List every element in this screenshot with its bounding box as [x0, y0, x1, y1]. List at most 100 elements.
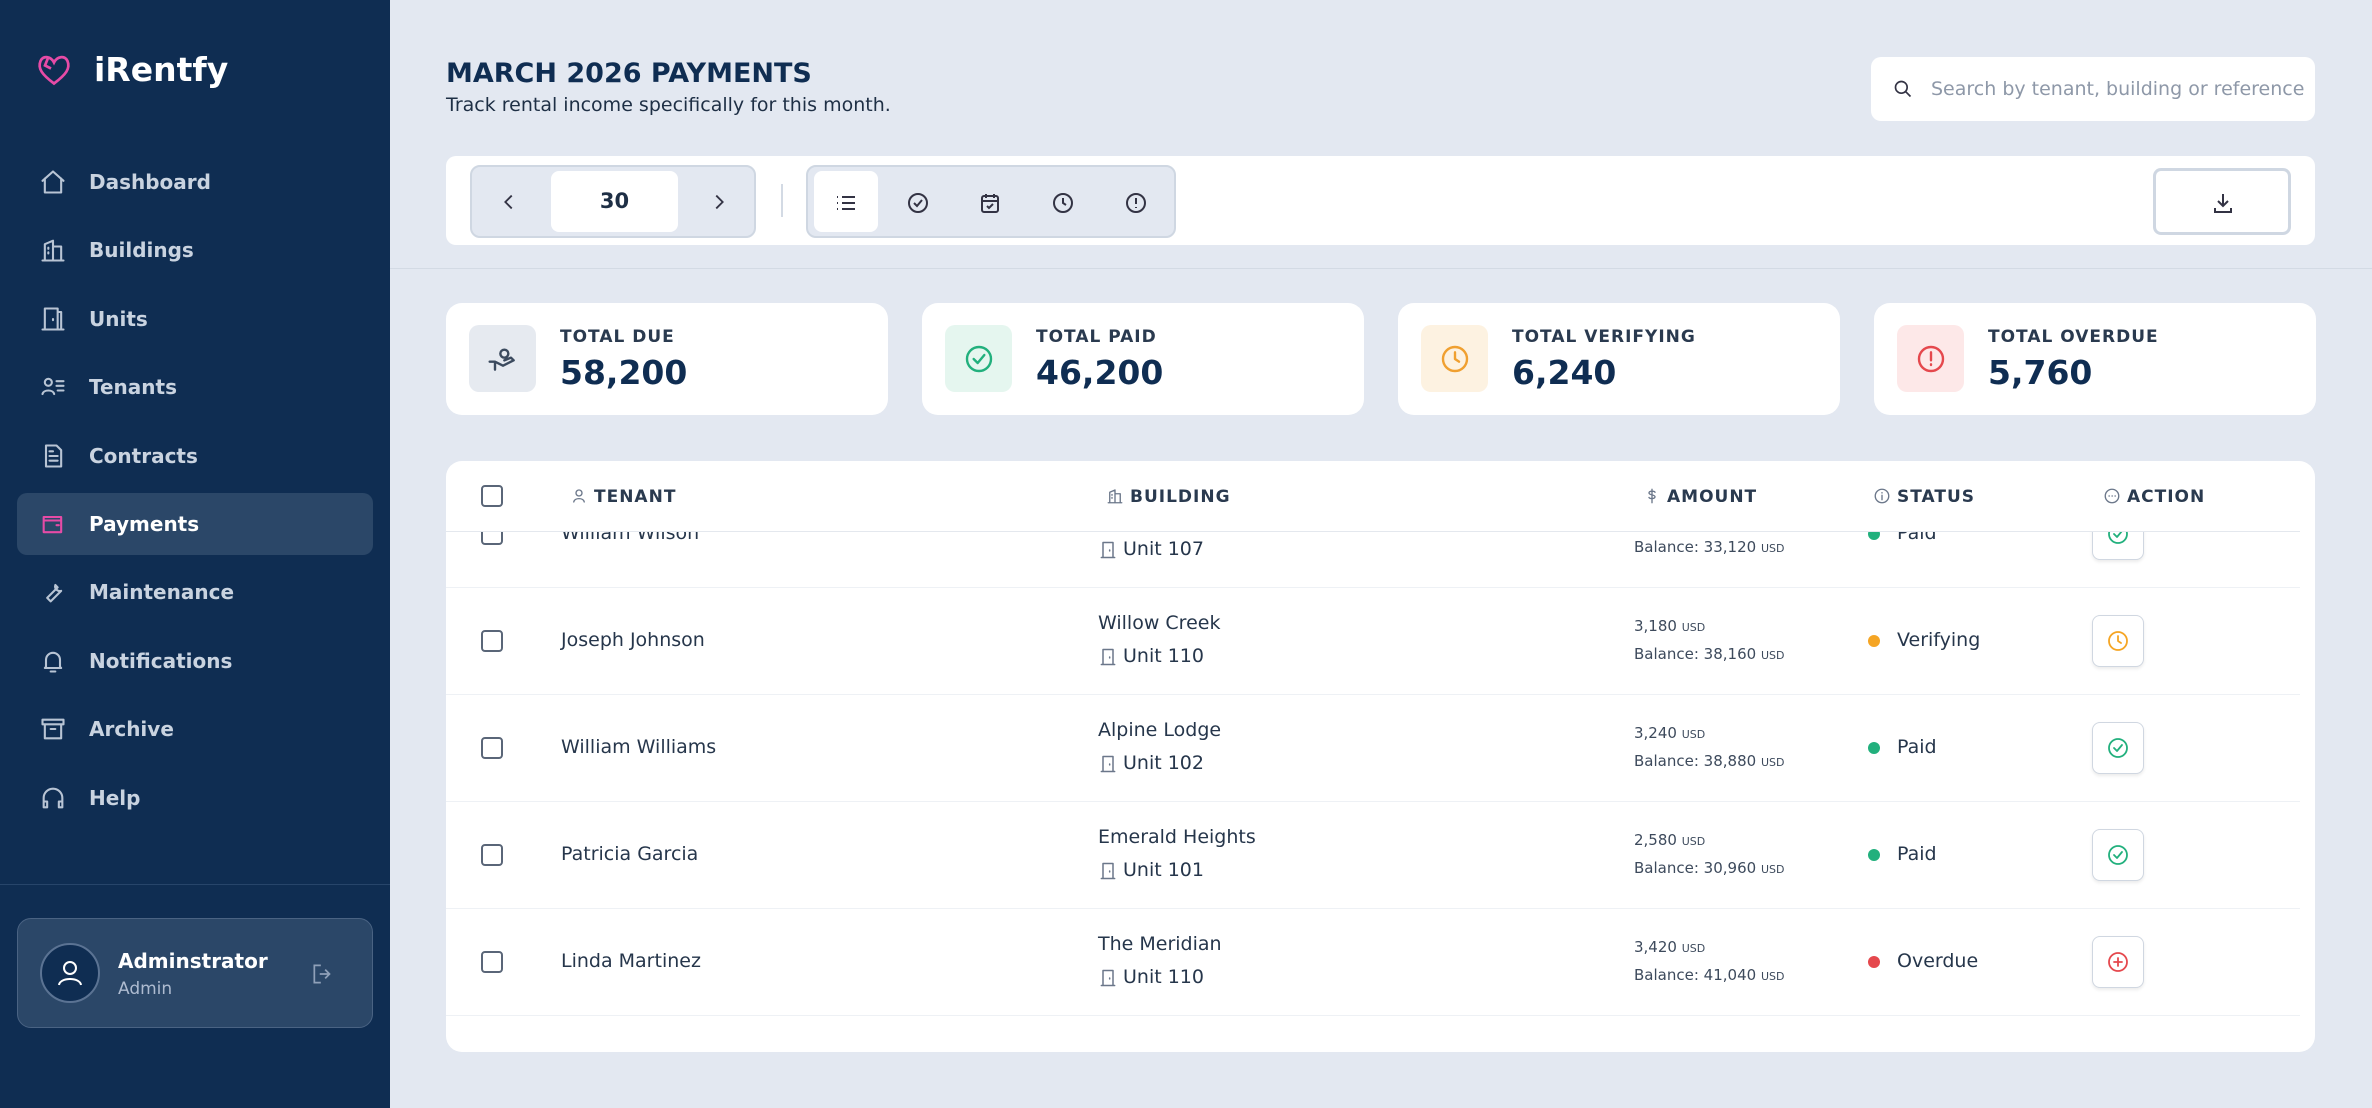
amount-value: 3,180	[1634, 617, 1677, 635]
status-dot	[1868, 635, 1880, 647]
page-size[interactable]: 30	[551, 171, 678, 232]
amount-value: 2,580	[1634, 831, 1677, 849]
action-button[interactable]	[2092, 532, 2144, 560]
stat-value: 58,200	[560, 353, 688, 392]
row-line	[446, 801, 2300, 802]
nav-item[interactable]: Notifications	[17, 630, 373, 692]
balance: Balance: 41,040 USD	[1634, 966, 1784, 984]
stat-label: TOTAL DUE	[560, 327, 675, 347]
nav-label: Help	[89, 785, 141, 810]
action-icon	[2108, 738, 2128, 758]
balance-label: Balance:	[1634, 752, 1699, 770]
column-header: STATUS	[1897, 487, 1976, 507]
unit-icon	[1098, 647, 1118, 671]
filter-scheduled[interactable]	[978, 191, 1002, 215]
logo-icon	[38, 55, 70, 86]
nav-label: Dashboard	[89, 170, 211, 194]
amount: 3,240 USD	[1634, 724, 1705, 742]
nav-item[interactable]: Units	[17, 288, 373, 350]
status-dot	[1868, 956, 1880, 968]
nav-label: Payments	[89, 512, 200, 536]
balance: Balance: 30,960 USD	[1634, 859, 1784, 877]
nav-label: Tenants	[89, 375, 177, 400]
nav-item[interactable]: Tenants	[17, 356, 373, 418]
search-icon	[1894, 80, 1912, 98]
building-name: Alpine Lodge	[1098, 719, 1222, 741]
column-icon	[1873, 487, 1891, 509]
status-dot	[1868, 532, 1880, 540]
unit: Unit 110	[1123, 645, 1204, 667]
select-all[interactable]	[481, 485, 503, 507]
action-button[interactable]	[2092, 936, 2144, 988]
row-checkbox[interactable]	[481, 844, 503, 866]
filter-all[interactable]	[834, 191, 858, 215]
table-row: Patricia Garcia Emerald Heights Unit 101 2,…	[446, 802, 2315, 909]
nav-icon	[46, 584, 63, 603]
user-role: Admin	[118, 979, 173, 999]
nav-item[interactable]: Dashboard	[17, 151, 373, 213]
stat-value: 6,240	[1512, 353, 1617, 392]
balance-value: 33,120	[1703, 538, 1757, 556]
toolbar: 30	[446, 156, 2315, 245]
nav-item[interactable]: Help	[17, 767, 373, 829]
sidebar: iRentfy Dashboard Buildings Units Tenants Co…	[0, 0, 390, 1108]
unit-icon-glyph	[1100, 648, 1116, 666]
prev-button[interactable]	[498, 191, 520, 213]
stat-icon	[1421, 325, 1488, 392]
header-line	[446, 531, 2300, 532]
row-checkbox[interactable]	[481, 630, 503, 652]
balance: Balance: 38,880 USD	[1634, 752, 1784, 770]
balance: Balance: 38,160 USD	[1634, 645, 1784, 663]
unit-icon-glyph	[1100, 969, 1116, 987]
nav-label: Maintenance	[89, 580, 235, 605]
action-button[interactable]	[2092, 722, 2144, 774]
column-icon-glyph	[1107, 489, 1123, 504]
nav-label: Buildings	[89, 238, 194, 263]
action-button[interactable]	[2092, 829, 2144, 881]
column-icon-glyph	[1874, 488, 1890, 504]
nav-item[interactable]: Payments	[17, 493, 373, 555]
row-checkbox[interactable]	[481, 532, 503, 545]
column-icon	[1643, 487, 1661, 509]
action-icon	[2108, 631, 2128, 651]
nav-item[interactable]: Buildings	[17, 219, 373, 281]
stat-value: 5,760	[1988, 353, 2093, 392]
filter-verifying[interactable]	[1051, 191, 1075, 215]
filter-group	[806, 165, 1176, 238]
tenant-name: William Wilson	[561, 532, 700, 544]
unit-icon	[1098, 861, 1118, 885]
unit: Unit 101	[1123, 859, 1204, 881]
balance-value: 38,880	[1703, 752, 1757, 770]
unit: Unit 110	[1123, 966, 1204, 988]
nav-icon	[42, 515, 63, 534]
currency: USD	[1681, 942, 1706, 955]
logout-button[interactable]	[310, 961, 336, 987]
download-button[interactable]	[2153, 168, 2291, 235]
nav-icon	[41, 307, 65, 331]
balance-value: 30,960	[1703, 859, 1757, 877]
tenant-name: Joseph Johnson	[561, 629, 705, 651]
action-button[interactable]	[2092, 615, 2144, 667]
stat-icon-glyph	[1917, 345, 1944, 372]
table-row: William WilsonStarlight SuitesUnit 1072,…	[446, 532, 2315, 588]
row-checkbox[interactable]	[481, 737, 503, 759]
table-row: Linda Martinez The Meridian Unit 110 3,420 …	[446, 909, 2315, 1016]
tenant-name: Linda Martinez	[561, 950, 701, 972]
nav-item[interactable]: Maintenance	[17, 561, 373, 623]
search-placeholder: Search by tenant, building or reference	[1931, 78, 2305, 100]
search-box[interactable]: Search by tenant, building or reference	[1871, 57, 2315, 121]
stat-icon	[945, 325, 1012, 392]
column-icon	[570, 487, 588, 509]
filter-overdue[interactable]	[1124, 191, 1148, 215]
unit-icon	[1098, 540, 1118, 564]
column-header: ACTION	[2127, 487, 2206, 507]
row-checkbox[interactable]	[481, 951, 503, 973]
status: Paid	[1897, 736, 1937, 758]
next-button[interactable]	[708, 191, 730, 213]
status-dot	[1868, 742, 1880, 754]
filter-paid[interactable]	[906, 191, 930, 215]
nav-item[interactable]: Contracts	[17, 425, 373, 487]
nav-item[interactable]: Archive	[17, 698, 373, 760]
currency: USD	[1760, 649, 1785, 662]
